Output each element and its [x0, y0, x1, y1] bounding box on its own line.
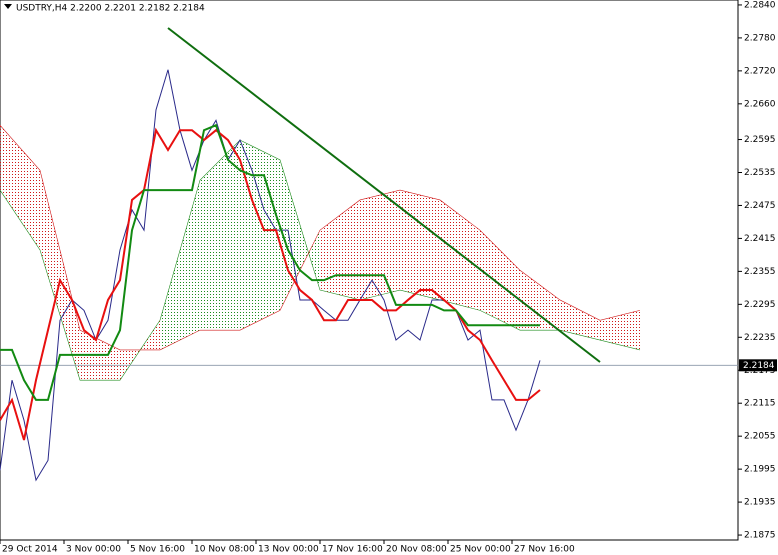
x-tick-label: 27 Nov 16:00: [514, 545, 575, 555]
current-price-label: 2.2184: [743, 361, 775, 371]
menu-arrow[interactable]: [4, 4, 12, 9]
cloud-segment: [200, 140, 240, 331]
x-tick-label: 20 Nov 08:00: [386, 545, 447, 555]
x-tick-label: 29 Oct 2014: [2, 545, 58, 555]
x-tick-label: 10 Nov 08:00: [194, 545, 255, 555]
x-tick-label: 3 Nov 00:00: [66, 545, 121, 555]
cloud-edge: [0, 125, 641, 351]
y-tick-label: 2.2355: [744, 267, 776, 277]
cloud-segment: [40, 170, 80, 381]
cloud-segment: [520, 270, 560, 331]
cloud-segment: [480, 230, 520, 331]
y-tick-label: 2.1995: [744, 465, 776, 475]
current-price-box: [739, 359, 777, 372]
cloud-segment: [600, 310, 640, 350]
y-tick-label: 2.2055: [744, 432, 776, 442]
y-tick-label: 2.2295: [744, 300, 776, 310]
series-line: [0, 127, 541, 441]
y-tick-label: 2.2235: [744, 333, 776, 343]
cloud-segment: [400, 190, 440, 300]
y-tick-label: 2.2475: [744, 201, 776, 211]
series-line: [0, 123, 540, 401]
cloud-segment: [440, 199, 480, 311]
x-tick-label: 25 Nov 00:00: [450, 545, 511, 555]
y-tick-label: 2.1935: [744, 498, 776, 508]
y-tick-label: 2.2415: [744, 234, 776, 244]
y-tick-label: 2.2720: [744, 66, 776, 76]
y-tick-label: 2.2660: [744, 99, 776, 109]
x-tick-label: 17 Nov 16:00: [322, 545, 383, 555]
y-tick-label: 2.2535: [744, 168, 776, 178]
y-tick-label: 2.2840: [744, 0, 776, 10]
cloud-segment: [240, 140, 280, 331]
cloud-segment: [560, 299, 600, 341]
y-tick-label: 2.2595: [744, 135, 776, 145]
cloud-segment: [360, 190, 400, 300]
chart-title: USDTRY,H4 2.2200 2.2201 2.2182 2.2184: [16, 4, 205, 14]
y-tick-label: 2.2115: [744, 399, 776, 409]
y-tick-label: 2.1875: [744, 531, 776, 541]
trendline: [167, 27, 601, 363]
x-tick-label: 5 Nov 16:00: [130, 545, 185, 555]
cloud-segment: [0, 125, 40, 250]
cloud-segment: [160, 180, 200, 350]
x-tick-label: 13 Nov 00:00: [258, 545, 319, 555]
cloud-edge: [0, 139, 641, 381]
y-tick-label: 2.2780: [744, 33, 776, 43]
